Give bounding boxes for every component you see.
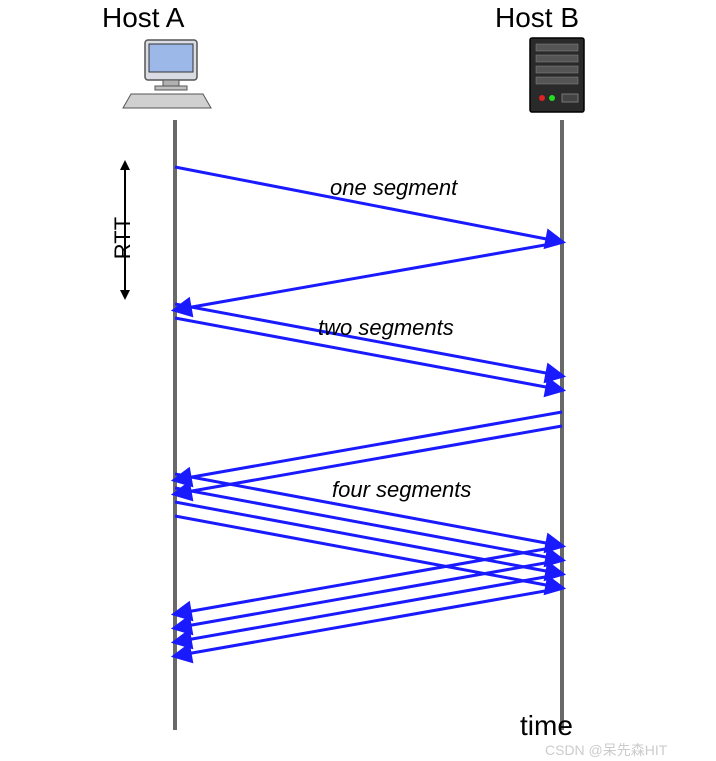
segment-label: four segments	[332, 477, 471, 503]
rtt-label: RTT	[110, 217, 136, 259]
segment-arrow	[175, 546, 562, 614]
host-a-label: Host A	[102, 2, 184, 34]
segment-label: two segments	[318, 315, 454, 341]
segment-arrow	[175, 516, 562, 588]
segment-arrow	[175, 412, 562, 480]
watermark-text: CSDN @呆先森HIT	[545, 740, 667, 760]
time-label: time	[520, 710, 573, 742]
segment-arrow	[175, 574, 562, 642]
segment-arrow	[175, 242, 562, 310]
segment-label: one segment	[330, 175, 457, 201]
host-a-icon	[123, 40, 211, 108]
host-b-icon	[530, 38, 584, 112]
host-b-label: Host B	[495, 2, 579, 34]
segment-arrow	[175, 502, 562, 574]
sequence-diagram	[0, 0, 716, 761]
segment-arrow	[175, 560, 562, 628]
segment-arrow	[175, 588, 562, 656]
